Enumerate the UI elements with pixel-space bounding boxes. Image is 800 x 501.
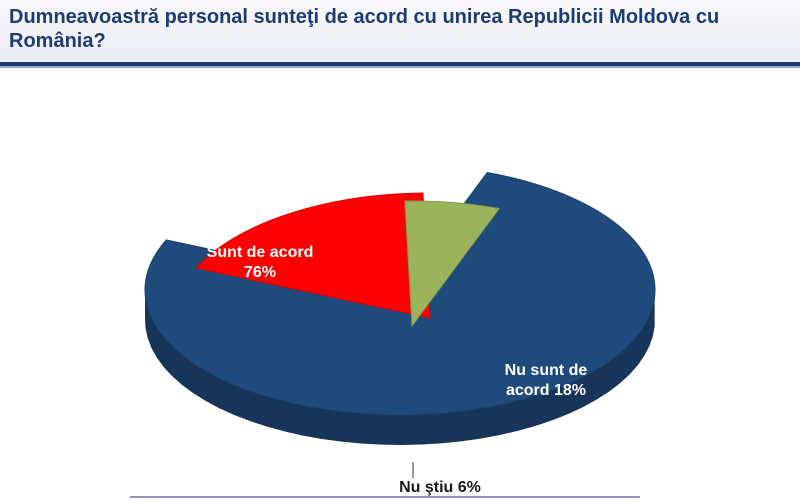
header-divider-accent	[0, 66, 800, 68]
slice-label-nu-stiu-line1: Nu ştiu 6%	[399, 479, 481, 496]
slice-rim-sunt-de-acord	[145, 288, 655, 445]
pie-slices-group	[144, 171, 656, 445]
slice-nu-sunt-de-acord	[195, 192, 431, 319]
slice-label-nu-sunt-de-acord-line1: Nu sunt de	[505, 362, 588, 379]
slice-percent-nu-sunt-de-acord: acord 18%	[506, 382, 586, 399]
slice-label-nu-sunt-de-acord: Nu sunt de	[505, 362, 588, 379]
slice-label-sunt-de-acord-line2: 76%	[244, 264, 276, 281]
slice-label-sunt-de-acord: Sunt de acord	[207, 244, 314, 261]
slice-percent-sunt-de-acord: 76%	[244, 264, 276, 281]
slice-label-nu-stiu: Nu ştiu 6%	[399, 479, 481, 496]
slice-nu-stiu	[404, 200, 501, 328]
slice-label-sunt-de-acord-line1: Sunt de acord	[207, 244, 314, 261]
slice-label-nu-sunt-de-acord-line2: acord 18%	[506, 382, 586, 399]
slide-title: Dumneavoastră personal sunteţi de acord …	[9, 6, 720, 52]
footer-divider	[130, 496, 640, 498]
slide-header: Dumneavoastră personal sunteţi de acord …	[0, 0, 800, 62]
header-divider	[0, 62, 800, 66]
